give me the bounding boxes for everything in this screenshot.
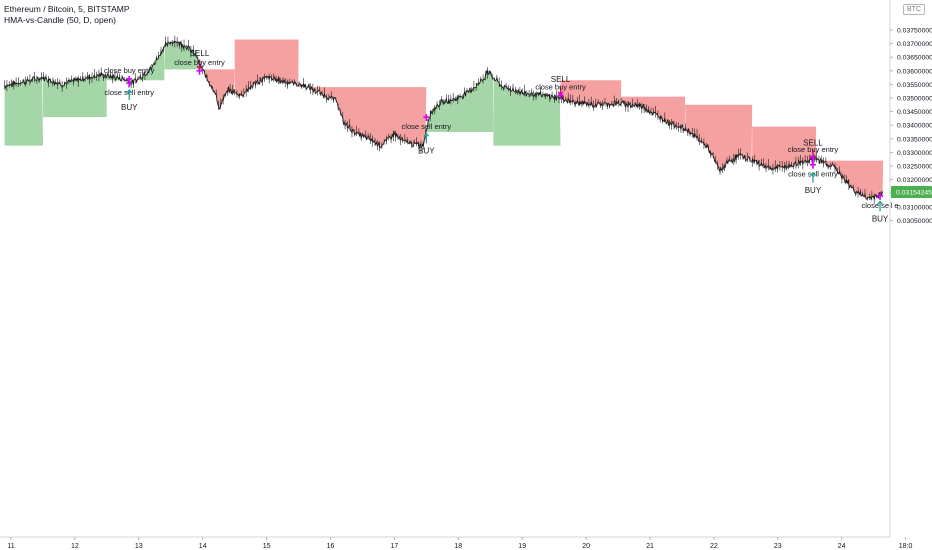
y-tick-label: 0.03650000	[897, 55, 932, 62]
price-series	[4, 35, 884, 204]
buy-arrow-icon	[126, 88, 133, 100]
hma-fill-up-2	[106, 46, 165, 85]
last-price-tag	[891, 186, 932, 199]
x-tick-label: 15	[263, 543, 271, 550]
close-sell-entry-label: close sell entry	[402, 122, 452, 131]
y-tick-label: 0.03600000	[897, 68, 932, 75]
x-tick-label: 21	[646, 543, 654, 550]
close-buy-entry-label: close buy entry	[174, 58, 225, 67]
buy-label: BUY	[418, 146, 435, 155]
close-buy-entry-label: close buy entry	[104, 66, 155, 75]
x-tick-label: 24	[838, 543, 846, 550]
hma-fill-down-13	[816, 157, 884, 200]
close-buy-marker-icon	[557, 92, 564, 100]
hma-fill-down-11	[685, 104, 753, 172]
y-tick-label: 0.03550000	[897, 82, 932, 89]
close-sell-marker-icon	[126, 80, 133, 88]
y-tick-label: 0.03100000	[897, 204, 932, 211]
x-tick-label: 18	[454, 543, 462, 550]
x-tick-label: 16	[327, 543, 335, 550]
hma-fill-down-9	[560, 80, 622, 107]
y-tick-label: 0.03200000	[897, 177, 932, 184]
x-tick-label: 23	[774, 543, 782, 550]
hma-fill-down-4	[199, 64, 235, 109]
currency-badge[interactable]: BTC	[903, 4, 925, 15]
indicator-title: HMA-vs-Candle (50, D, open)	[4, 15, 116, 25]
y-tick-label: 0.03500000	[897, 96, 932, 103]
x-axis: 11 12 13 14 15 16 17 18 19 20 21 22 23 24 18:0	[0, 536, 913, 550]
y-tick-label: 0.03300000	[897, 150, 932, 157]
buy-arrow-icon	[877, 200, 884, 212]
hma-band-fills	[4, 39, 884, 200]
x-tick-label: 14	[199, 543, 207, 550]
close-buy-marker-icon	[809, 154, 816, 162]
hma-fill-down-10	[621, 96, 686, 131]
sell-label: SELL	[803, 139, 823, 148]
close-sell-marker-icon	[423, 114, 430, 122]
y-tick-label: 0.03450000	[897, 109, 932, 116]
x-tick-label: 20	[582, 543, 590, 550]
y-tick-label: 0.03750000	[897, 28, 932, 35]
sell-label: SELL	[551, 75, 571, 84]
buy-arrow-icon	[423, 132, 430, 144]
y-tick-label: 0.03250000	[897, 164, 932, 171]
sell-label: SELL	[190, 49, 210, 58]
x-tick-label: 13	[135, 543, 143, 550]
y-axis: 0.03750000 0.03700000 0.03650000 0.03600000…	[889, 0, 932, 537]
buy-label: BUY	[872, 214, 889, 223]
y-tick-label: 0.03700000	[897, 41, 932, 48]
close-sell-marker-icon	[877, 192, 884, 200]
hma-fill-up-3	[164, 41, 200, 70]
buy-label: BUY	[805, 186, 822, 195]
y-tick-label: 0.03400000	[897, 123, 932, 130]
close-buy-marker-icon	[196, 67, 203, 75]
close-sell-marker-icon	[809, 161, 816, 169]
last-price-label: 0.03154245	[896, 190, 932, 197]
x-tick-label: 12	[71, 543, 79, 550]
x-tick-label: 11	[7, 543, 14, 550]
x-tick-label: 22	[710, 543, 718, 550]
x-tick-label: 18:0	[899, 543, 913, 550]
close-buy-entry-label: close buy entry	[788, 145, 839, 154]
hma-fill-up-0	[4, 76, 44, 146]
symbol-title: Ethereum / Bitcoin, 5, BITSTAMP	[4, 4, 130, 14]
x-tick-label: 17	[391, 543, 399, 550]
buy-label: BUY	[121, 103, 138, 112]
y-tick-label: 0.03350000	[897, 136, 932, 143]
buy-arrow-icon	[809, 171, 816, 183]
x-tick-label: 19	[518, 543, 526, 550]
y-tick-label: 0.03050000	[897, 218, 932, 225]
close-buy-entry-label: close buy entry	[535, 82, 586, 91]
